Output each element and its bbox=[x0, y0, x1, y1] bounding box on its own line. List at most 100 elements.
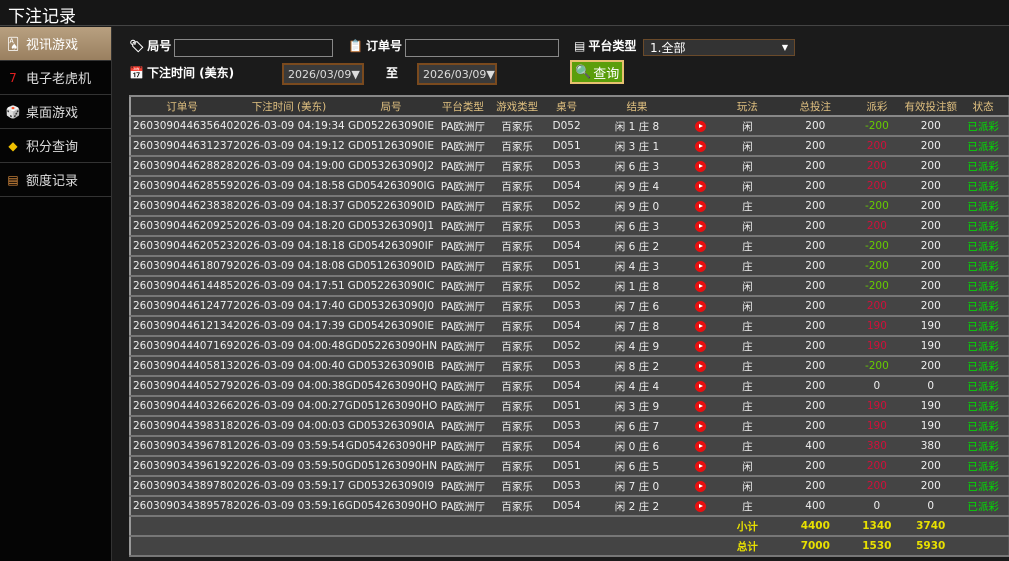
replay-button[interactable] bbox=[686, 396, 715, 417]
query-button[interactable]: 🔍 查询 bbox=[570, 60, 625, 84]
order-filter-label: 📋 订单号 bbox=[348, 38, 402, 54]
bet-time: 2026-03-09 04:17:40 bbox=[233, 296, 345, 317]
play-icon bbox=[695, 380, 707, 392]
replay-button[interactable] bbox=[686, 336, 715, 357]
replay-button[interactable] bbox=[686, 436, 715, 457]
subtotal-row: 小计 4400 1340 3740 bbox=[130, 516, 1009, 537]
bet-time: 2026-03-09 04:19:00 bbox=[233, 156, 345, 177]
subtotal-payout: 1340 bbox=[850, 516, 904, 537]
round-no: GD054263090IF bbox=[344, 236, 438, 257]
order-no: 260309044628559 bbox=[130, 176, 234, 197]
replay-button[interactable] bbox=[686, 416, 715, 437]
status-badge: 已派彩 bbox=[958, 396, 1009, 417]
table-row: 260309034389780 2026-03-09 03:59:17 GD0532… bbox=[130, 476, 1009, 497]
clipboard-icon: 📋 bbox=[348, 38, 363, 53]
table-no: D052 bbox=[545, 196, 588, 217]
column-header: 局号 bbox=[344, 95, 438, 117]
status-badge: 已派彩 bbox=[958, 316, 1009, 337]
list-icon: ▤ bbox=[574, 38, 586, 53]
platform-select[interactable]: 1.全部 ▼ bbox=[643, 39, 795, 56]
payout: -200 bbox=[850, 276, 904, 297]
table-no: D054 bbox=[545, 376, 588, 397]
result: 闲 3 庄 9 bbox=[587, 396, 687, 417]
round-no: GD052263090HN bbox=[344, 336, 438, 357]
replay-button[interactable] bbox=[686, 316, 715, 337]
round-no: GD051263090HN bbox=[344, 456, 438, 477]
table-no: D052 bbox=[545, 116, 588, 137]
replay-button[interactable] bbox=[686, 156, 715, 177]
round-no: GD054263090HO bbox=[344, 496, 438, 517]
replay-button[interactable] bbox=[686, 276, 715, 297]
platform: PA欧洲厅 bbox=[437, 176, 489, 197]
valid-bet: 200 bbox=[903, 216, 959, 237]
valid-bet: 190 bbox=[903, 396, 959, 417]
column-header: 玩法 bbox=[714, 95, 780, 117]
round-no: GD051263090HO bbox=[344, 396, 438, 417]
replay-button[interactable] bbox=[686, 376, 715, 397]
replay-button[interactable] bbox=[686, 256, 715, 277]
replay-button[interactable] bbox=[686, 196, 715, 217]
bet-time: 2026-03-09 04:19:12 bbox=[233, 136, 345, 157]
sidebar-item-2[interactable]: 🎲 桌面游戏 bbox=[0, 95, 111, 129]
bet-time: 2026-03-09 03:59:54 bbox=[233, 436, 345, 457]
sidebar-item-4[interactable]: ▤ 额度记录 bbox=[0, 163, 111, 197]
platform: PA欧洲厅 bbox=[437, 256, 489, 277]
valid-bet: 200 bbox=[903, 136, 959, 157]
table-row: 260309044407169 2026-03-09 04:00:48 GD0522… bbox=[130, 336, 1009, 357]
round-no: GD053263090I9 bbox=[344, 476, 438, 497]
tag-icon: 🏷 bbox=[129, 38, 145, 53]
total-bet: 200 bbox=[780, 236, 851, 257]
column-header bbox=[686, 95, 715, 117]
table-row: 260309034396781 2026-03-09 03:59:54 GD0542… bbox=[130, 436, 1009, 457]
order-input[interactable] bbox=[405, 39, 559, 57]
valid-bet: 200 bbox=[903, 296, 959, 317]
platform: PA欧洲厅 bbox=[437, 396, 489, 417]
play-icon bbox=[695, 160, 707, 172]
replay-button[interactable] bbox=[686, 496, 715, 517]
total-bet: 400 bbox=[780, 436, 851, 457]
table-no: D051 bbox=[545, 256, 588, 277]
sidebar-item-3[interactable]: ◆ 积分查询 bbox=[0, 129, 111, 163]
status-badge: 已派彩 bbox=[958, 356, 1009, 377]
replay-button[interactable] bbox=[686, 356, 715, 377]
play-icon bbox=[695, 320, 707, 332]
status-badge: 已派彩 bbox=[958, 456, 1009, 477]
column-header: 结果 bbox=[587, 95, 687, 117]
replay-button[interactable] bbox=[686, 116, 715, 137]
replay-button[interactable] bbox=[686, 456, 715, 477]
replay-button[interactable] bbox=[686, 476, 715, 497]
platform: PA欧洲厅 bbox=[437, 456, 489, 477]
sidebar-item-0[interactable]: 🂡 视讯游戏 bbox=[0, 27, 111, 61]
game-type: 百家乐 bbox=[488, 336, 546, 357]
game-type: 百家乐 bbox=[488, 236, 546, 257]
bet-time: 2026-03-09 04:00:38 bbox=[233, 376, 345, 397]
date-to-picker[interactable]: 2026/03/09 ▼ bbox=[417, 63, 497, 85]
replay-button[interactable] bbox=[686, 236, 715, 257]
grandtotal-total: 7000 bbox=[780, 536, 851, 557]
grandtotal-payout: 1530 bbox=[850, 536, 904, 557]
status-badge: 已派彩 bbox=[958, 136, 1009, 157]
replay-button[interactable] bbox=[686, 216, 715, 237]
round-no: GD052263090ID bbox=[344, 196, 438, 217]
round-filter-label: 🏷 局号 bbox=[129, 38, 172, 54]
date-from-picker[interactable]: 2026/03/09 ▼ bbox=[282, 63, 364, 85]
bet-type: 闲 bbox=[714, 116, 780, 137]
table-row: 260309044405279 2026-03-09 04:00:38 GD0542… bbox=[130, 376, 1009, 397]
play-icon bbox=[695, 460, 707, 472]
table-no: D052 bbox=[545, 336, 588, 357]
bet-time: 2026-03-09 04:18:37 bbox=[233, 196, 345, 217]
table-row: 260309044612134 2026-03-09 04:17:39 GD0542… bbox=[130, 316, 1009, 337]
replay-button[interactable] bbox=[686, 136, 715, 157]
play-icon bbox=[695, 420, 707, 432]
round-input[interactable] bbox=[174, 39, 333, 57]
sidebar-item-1[interactable]: 7 电子老虎机 bbox=[0, 61, 111, 95]
table-no: D054 bbox=[545, 436, 588, 457]
valid-bet: 190 bbox=[903, 336, 959, 357]
platform: PA欧洲厅 bbox=[437, 136, 489, 157]
replay-button[interactable] bbox=[686, 176, 715, 197]
payout: 200 bbox=[850, 456, 904, 477]
replay-button[interactable] bbox=[686, 296, 715, 317]
play-icon bbox=[695, 340, 707, 352]
play-icon bbox=[695, 220, 707, 232]
column-header: 游戏类型 bbox=[488, 95, 546, 117]
